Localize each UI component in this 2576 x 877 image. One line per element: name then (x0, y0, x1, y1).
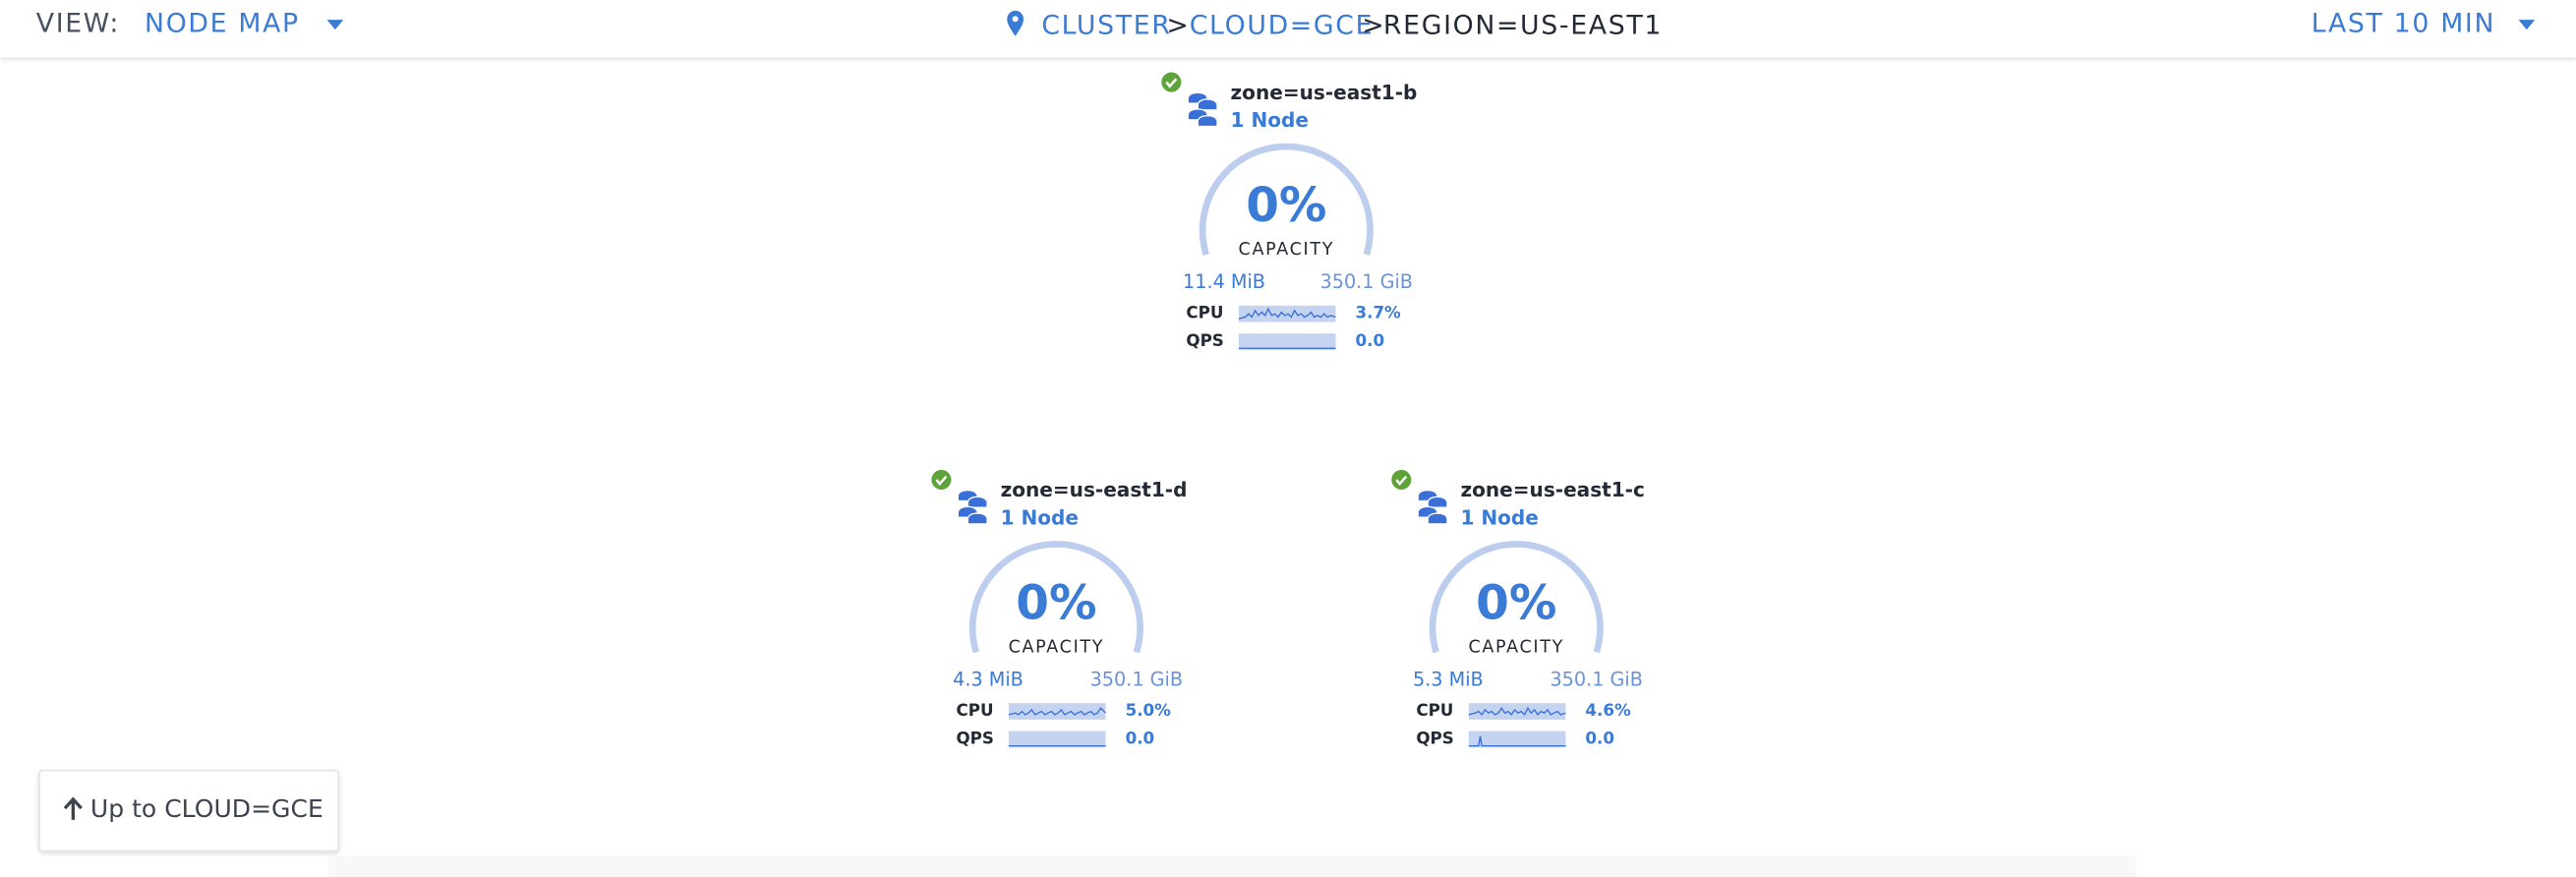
metric-value: 4.6% (1585, 700, 1631, 720)
status-ok-check (1165, 78, 1178, 88)
metric-value: 3.7% (1356, 303, 1402, 322)
node-count: 1 Node (1231, 108, 1309, 132)
node-count: 1 Node (1001, 506, 1079, 530)
capacity-label: CAPACITY (1468, 637, 1564, 657)
zone-name: zone=us-east1-b (1231, 81, 1418, 104)
node-count: 1 Node (1460, 506, 1538, 530)
metric-value: 0.0 (1356, 330, 1385, 350)
breadcrumb-separator: > (1362, 10, 1385, 40)
used-capacity: 5.3 MiB (1413, 668, 1484, 690)
up-button[interactable]: Up to CLOUD=GCE (38, 769, 340, 852)
database-icon (1428, 500, 1447, 507)
breadcrumb-cluster[interactable]: CLUSTER (1041, 10, 1171, 40)
view-label: VIEW: (36, 9, 120, 39)
status-ok-check (1395, 475, 1408, 487)
capacity-gauge-arc (968, 541, 1143, 654)
view-selector[interactable]: NODE MAP (145, 9, 300, 39)
breadcrumb-cloud[interactable]: CLOUD=GCE (1190, 10, 1374, 40)
status-ok-icon (1391, 469, 1412, 490)
breadcrumb-separator: > (1166, 10, 1190, 40)
metric-label: CPU (1186, 303, 1223, 322)
database-icon (1428, 517, 1447, 524)
capacity-percent: 0% (1476, 576, 1556, 631)
up-button-box[interactable] (38, 769, 340, 852)
node-card[interactable]: zone=us-east1-b 1 Node 0% CAPACITY 11.4 MiB 3… (1161, 72, 1418, 351)
metric-sparkline-bg (1238, 333, 1336, 350)
zone-name: zone=us-east1-c (1460, 478, 1644, 501)
database-icon (1198, 120, 1217, 126)
metric-label: CPU (956, 700, 993, 720)
zone-name: zone=us-east1-d (1001, 478, 1188, 501)
capacity-gauge-arc (1429, 541, 1604, 654)
capacity-gauge-arc (1199, 143, 1374, 256)
database-icon (1418, 494, 1437, 500)
database-icon (1188, 113, 1207, 120)
database-icon (1198, 103, 1217, 110)
metric-sparkline-bg (1468, 731, 1566, 748)
used-capacity: 4.3 MiB (953, 668, 1024, 690)
capacity-percent: 0% (1246, 178, 1326, 233)
total-capacity: 350.1 GiB (1320, 270, 1413, 293)
metric-label: CPU (1416, 700, 1453, 720)
metric-label: QPS (1186, 330, 1223, 350)
metric-sparkline-bg (1008, 703, 1106, 720)
capacity-percent: 0% (1016, 576, 1096, 631)
header-bar (0, 0, 2576, 58)
database-icon (968, 517, 987, 524)
node-card[interactable]: zone=us-east1-c 1 Node 0% CAPACITY 5.3 MiB 35… (1391, 469, 1645, 748)
time-dropdown-caret[interactable] (2518, 20, 2536, 30)
metric-value: 0.0 (1126, 728, 1155, 747)
node-card[interactable]: zone=us-east1-d 1 Node 0% CAPACITY 4.3 MiB 35… (931, 469, 1188, 748)
capacity-label: CAPACITY (1009, 637, 1105, 657)
database-icon (958, 494, 977, 500)
status-ok-check (935, 475, 948, 487)
total-capacity: 350.1 GiB (1090, 668, 1183, 690)
database-icon (1418, 510, 1437, 517)
capacity-label: CAPACITY (1239, 240, 1335, 260)
metric-value: 5.0% (1126, 700, 1172, 720)
metric-value: 0.0 (1585, 728, 1614, 747)
location-pin-icon (1007, 10, 1024, 36)
metric-sparkline (1238, 307, 1336, 320)
footer-strip (328, 855, 2137, 877)
database-icon (968, 500, 987, 507)
metric-sparkline (1468, 706, 1566, 717)
view-dropdown-caret[interactable] (326, 20, 344, 30)
breadcrumb-region: REGION=US-EAST1 (1383, 10, 1663, 40)
database-icon (958, 510, 977, 517)
metric-sparkline (1468, 735, 1566, 747)
status-ok-icon (1161, 72, 1182, 92)
used-capacity: 11.4 MiB (1183, 270, 1265, 293)
metric-label: QPS (1416, 728, 1453, 747)
location-pin-dot (1012, 16, 1019, 23)
up-button-label[interactable]: Up to CLOUD=GCE (90, 794, 323, 823)
database-icon (1188, 96, 1207, 103)
metric-label: QPS (956, 728, 993, 747)
status-ok-icon (931, 469, 952, 490)
metric-sparkline-bg (1008, 731, 1106, 748)
total-capacity: 350.1 GiB (1550, 668, 1642, 690)
time-range-selector[interactable]: LAST 10 MIN (2312, 9, 2495, 39)
up-arrow-icon[interactable] (63, 796, 83, 820)
metric-sparkline (1008, 707, 1107, 716)
